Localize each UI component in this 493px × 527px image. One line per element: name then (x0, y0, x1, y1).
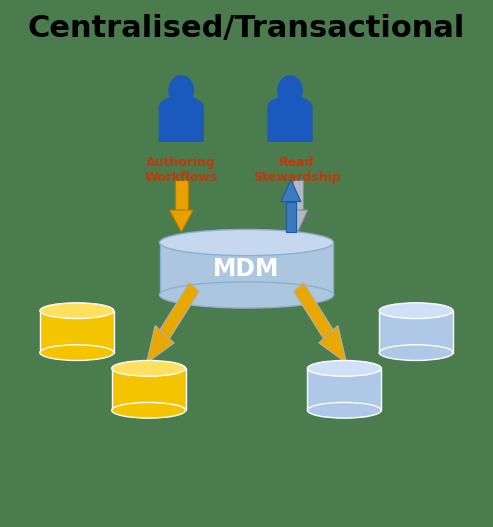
Text: Authoring
Workflows: Authoring Workflows (145, 156, 218, 184)
Polygon shape (288, 210, 308, 232)
Polygon shape (294, 282, 333, 339)
Text: MDM: MDM (213, 257, 280, 281)
Polygon shape (281, 180, 301, 202)
Polygon shape (319, 326, 347, 363)
Ellipse shape (112, 360, 185, 376)
Ellipse shape (379, 345, 453, 360)
Polygon shape (175, 180, 188, 210)
Polygon shape (308, 368, 381, 411)
Text: Centralised/Transactional: Centralised/Transactional (28, 15, 465, 44)
Polygon shape (286, 202, 296, 232)
Polygon shape (160, 282, 199, 339)
Polygon shape (160, 242, 333, 295)
Ellipse shape (112, 403, 185, 418)
Polygon shape (146, 326, 174, 363)
Polygon shape (293, 180, 303, 210)
Polygon shape (40, 311, 114, 353)
Polygon shape (159, 96, 204, 142)
Ellipse shape (160, 282, 333, 308)
Polygon shape (379, 311, 453, 353)
Ellipse shape (308, 360, 381, 376)
Ellipse shape (40, 345, 114, 360)
Polygon shape (267, 96, 313, 142)
Ellipse shape (379, 303, 453, 318)
Circle shape (169, 76, 193, 105)
Ellipse shape (40, 303, 114, 318)
Ellipse shape (308, 403, 381, 418)
Circle shape (278, 76, 302, 105)
Text: Read
Stewardship: Read Stewardship (253, 156, 340, 184)
Polygon shape (112, 368, 185, 411)
Polygon shape (169, 210, 193, 232)
Ellipse shape (160, 229, 333, 256)
